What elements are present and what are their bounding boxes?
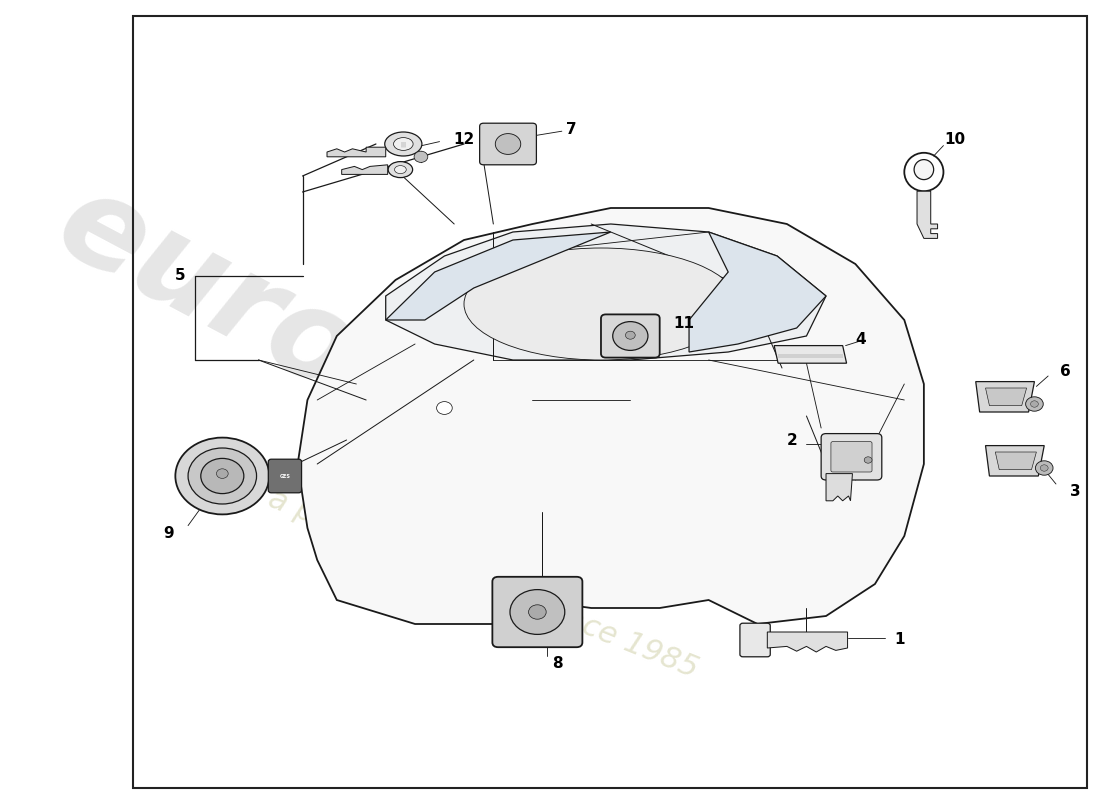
FancyBboxPatch shape: [480, 123, 537, 165]
Text: GES: GES: [279, 474, 290, 478]
FancyBboxPatch shape: [493, 577, 582, 647]
Polygon shape: [826, 474, 852, 501]
Circle shape: [1031, 401, 1038, 407]
Circle shape: [1041, 465, 1048, 471]
Text: 12: 12: [453, 132, 474, 146]
FancyBboxPatch shape: [821, 434, 882, 480]
Circle shape: [175, 438, 270, 514]
Polygon shape: [298, 208, 924, 624]
Polygon shape: [689, 232, 826, 352]
Polygon shape: [386, 224, 826, 360]
Polygon shape: [327, 147, 386, 157]
Circle shape: [529, 605, 547, 619]
Polygon shape: [986, 388, 1026, 406]
Circle shape: [414, 151, 428, 162]
FancyBboxPatch shape: [601, 314, 660, 358]
Circle shape: [865, 457, 872, 463]
Polygon shape: [778, 354, 843, 358]
Polygon shape: [774, 346, 847, 363]
Polygon shape: [976, 382, 1034, 412]
Circle shape: [201, 458, 244, 494]
Circle shape: [1025, 397, 1043, 411]
Text: |||: |||: [400, 142, 406, 146]
Polygon shape: [917, 191, 937, 238]
Polygon shape: [342, 165, 387, 174]
Text: 10: 10: [945, 133, 966, 147]
Text: 2: 2: [786, 433, 798, 447]
FancyBboxPatch shape: [830, 442, 872, 472]
Text: 8: 8: [551, 657, 562, 671]
Circle shape: [626, 331, 635, 339]
FancyBboxPatch shape: [740, 623, 770, 657]
Text: 5: 5: [175, 269, 186, 283]
Circle shape: [495, 134, 520, 154]
Polygon shape: [768, 632, 848, 652]
Polygon shape: [986, 446, 1044, 476]
Circle shape: [188, 448, 256, 504]
Circle shape: [613, 322, 648, 350]
Text: 4: 4: [855, 333, 866, 347]
Ellipse shape: [394, 138, 414, 150]
Circle shape: [437, 402, 452, 414]
Text: 7: 7: [566, 122, 576, 137]
Text: 9: 9: [163, 526, 174, 541]
Circle shape: [510, 590, 564, 634]
Text: 3: 3: [1070, 485, 1081, 499]
Ellipse shape: [914, 160, 934, 180]
Ellipse shape: [388, 162, 412, 178]
Polygon shape: [386, 232, 610, 320]
Circle shape: [1035, 461, 1053, 475]
Text: a passion for parts since 1985: a passion for parts since 1985: [264, 484, 703, 684]
Ellipse shape: [395, 166, 406, 174]
Ellipse shape: [464, 248, 738, 360]
FancyBboxPatch shape: [268, 459, 301, 493]
Ellipse shape: [385, 132, 422, 156]
Polygon shape: [996, 452, 1036, 470]
Text: 1: 1: [894, 633, 904, 647]
Text: 11: 11: [673, 317, 694, 331]
Text: 6: 6: [1060, 365, 1071, 379]
Circle shape: [217, 469, 228, 478]
Text: eurospares: eurospares: [37, 161, 792, 639]
